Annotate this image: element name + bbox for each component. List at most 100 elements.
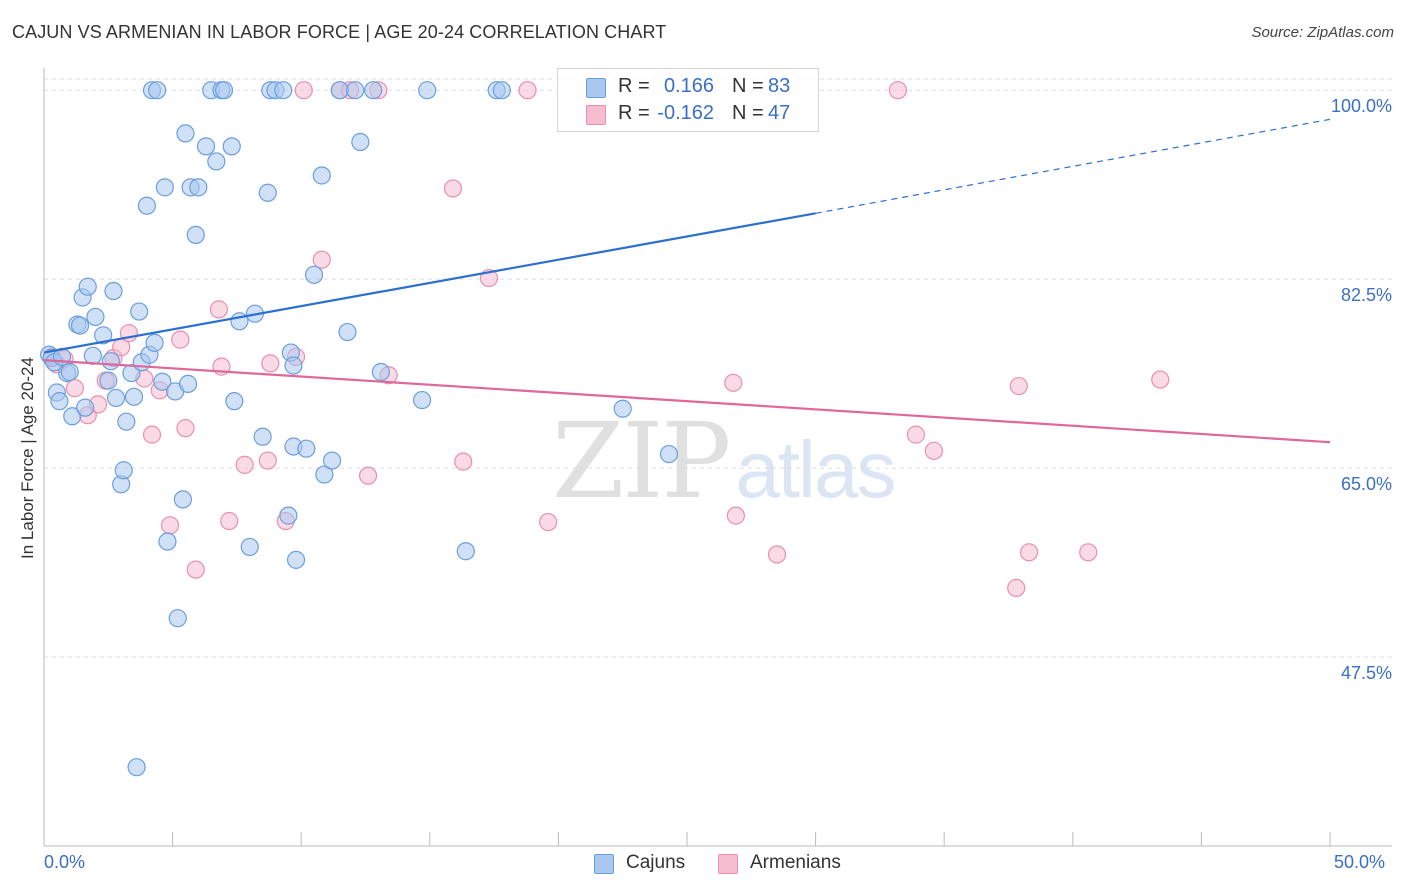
- armenian-legend-swatch: [718, 854, 738, 874]
- cajun-point: [155, 178, 174, 197]
- cajun-point: [659, 444, 679, 464]
- armenian-point: [186, 560, 205, 579]
- cajun-point: [70, 316, 90, 335]
- cajun-trend-extension: [815, 118, 1331, 214]
- armenian-point: [539, 512, 558, 532]
- cajun-point: [50, 392, 69, 411]
- trend-lines: [43, 118, 1331, 444]
- cajun-point: [613, 399, 632, 418]
- cajun-point: [94, 326, 113, 345]
- n-label: N =: [732, 102, 764, 124]
- cajun-point: [207, 152, 226, 171]
- cajun-point: [492, 81, 511, 100]
- cajun-point: [186, 225, 205, 244]
- armenian-point: [312, 250, 331, 269]
- y-tick-label: 100.0%: [1330, 96, 1392, 117]
- armenian-point: [1151, 370, 1170, 389]
- cajun-point: [158, 532, 177, 551]
- n-value: 47: [768, 102, 791, 124]
- cajun-point: [76, 398, 95, 417]
- y-tick-label: 82.5%: [1340, 285, 1392, 306]
- cajun-point: [173, 490, 192, 509]
- cajun-point: [189, 178, 208, 197]
- n-label: N =: [732, 75, 764, 97]
- cajun-point: [412, 390, 432, 410]
- y-tick-label: 47.5%: [1340, 663, 1392, 684]
- watermark: ZIPatlas: [552, 400, 896, 522]
- chart-title: CAJUN VS ARMENIAN IN LABOR FORCE | AGE 2…: [12, 22, 667, 42]
- cajun-point: [127, 758, 146, 777]
- cajun-point: [196, 137, 216, 156]
- cajun-point: [145, 333, 164, 352]
- armenian-point: [454, 452, 473, 471]
- x-tick-min: 0.0%: [44, 852, 86, 872]
- cajun-point: [114, 461, 133, 480]
- armenian-point: [176, 419, 195, 438]
- cajun-point: [371, 362, 391, 382]
- cajun-point: [106, 388, 126, 408]
- armenian-point: [294, 81, 313, 100]
- armenian-point: [726, 506, 745, 525]
- cajun-point: [240, 537, 259, 557]
- cajun-point: [346, 81, 365, 100]
- cajun-point: [176, 124, 195, 143]
- axes: [43, 68, 1392, 847]
- armenian-point: [261, 354, 280, 373]
- cajun-point: [137, 196, 156, 215]
- armenian-point: [171, 330, 190, 349]
- n-value: 83: [768, 75, 791, 97]
- cajun-point: [304, 265, 324, 284]
- armenian-point: [142, 425, 162, 444]
- armenian-point: [1007, 578, 1026, 598]
- grid-lines: [44, 78, 1392, 658]
- cajun-point: [130, 302, 149, 321]
- cajun-point: [351, 132, 370, 152]
- r-value: 0.166: [663, 75, 714, 97]
- r-label: R =: [618, 102, 650, 124]
- cajun-point: [258, 183, 277, 202]
- r-value: -0.162: [657, 102, 714, 124]
- armenian-point: [724, 373, 743, 392]
- cajun-point: [286, 550, 306, 569]
- cajun-point: [148, 81, 167, 100]
- r-label: R =: [618, 75, 650, 97]
- cajun-point: [124, 387, 144, 406]
- cajun-point: [322, 451, 342, 470]
- cajun-point: [312, 166, 331, 185]
- cajun-point: [297, 439, 316, 458]
- cajun-point: [178, 374, 198, 393]
- cajun-point: [117, 412, 136, 431]
- cajun-points: [40, 81, 679, 777]
- cajun-point: [104, 281, 123, 301]
- armenian-point: [209, 300, 228, 319]
- y-tick-label: 65.0%: [1340, 474, 1392, 495]
- cajun-point: [284, 356, 303, 375]
- cajun-point: [222, 137, 241, 156]
- cajun-point: [78, 277, 97, 296]
- cajun-point: [253, 427, 272, 446]
- cajun-legend-swatch: [594, 854, 614, 874]
- armenian-point: [924, 441, 944, 460]
- cajun-point: [279, 506, 298, 525]
- armenian-trend-line: [43, 359, 1331, 444]
- cajun-point: [63, 407, 82, 426]
- cajun-point: [99, 371, 118, 390]
- armenian-point: [358, 466, 378, 485]
- cajun-point: [101, 352, 120, 371]
- cajun-point: [364, 81, 383, 100]
- armenian-point: [65, 379, 84, 398]
- correlation-legend: R = 0.166 N = 83 R = -0.162 N = 47: [557, 68, 819, 132]
- armenian-point: [258, 451, 277, 470]
- cajun-legend-label: Cajuns: [626, 852, 686, 873]
- cajun-point: [456, 542, 475, 561]
- armenian-point: [160, 516, 180, 535]
- armenian-point: [235, 455, 254, 474]
- cajun-point: [225, 392, 244, 411]
- armenian-point: [888, 81, 908, 100]
- cajun-point: [60, 362, 79, 382]
- cajun-point: [214, 81, 234, 100]
- cajun-point: [315, 465, 334, 484]
- cajun-point: [338, 322, 357, 342]
- armenian-point: [443, 179, 463, 198]
